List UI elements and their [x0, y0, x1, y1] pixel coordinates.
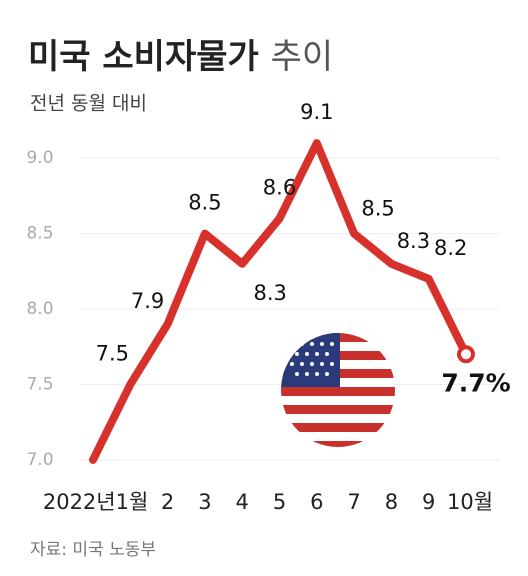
value-label: 7.9: [131, 289, 164, 313]
subtitle: 전년 동월 대비: [30, 93, 147, 115]
x-tick-label: 2: [161, 490, 174, 514]
source: 자료: 미국 노동부: [30, 540, 156, 560]
title-main: 미국 소비자물가: [28, 37, 259, 77]
value-label: 8.5: [361, 197, 394, 221]
y-tick-label: 7.0: [26, 450, 53, 470]
y-tick-label: 9.0: [26, 148, 53, 168]
x-tick-label: 2022년1월: [43, 490, 148, 514]
x-tick-label: 5: [273, 490, 286, 514]
value-label: 8.2: [434, 236, 467, 260]
end-point: [457, 345, 475, 364]
chart-title: 미국 소비자물가 추이: [28, 37, 333, 77]
x-tick-label: 9: [422, 490, 435, 514]
value-label: 7.7%: [441, 368, 510, 397]
value-label: 8.6: [263, 176, 296, 200]
value-label: 8.3: [253, 281, 286, 305]
y-tick-label: 8.0: [26, 299, 53, 319]
title-suffix: 추이: [271, 37, 334, 77]
y-tick-label: 8.5: [26, 224, 53, 244]
value-label: 8.3: [397, 229, 430, 253]
value-label: 9.1: [300, 100, 333, 124]
value-label: 8.5: [188, 191, 221, 215]
x-tick-label: 3: [198, 490, 211, 514]
y-tick-label: 7.5: [26, 374, 53, 394]
value-label: 7.5: [96, 341, 129, 365]
x-tick-label: 8: [385, 490, 398, 514]
x-tick-label: 10월: [447, 490, 493, 514]
us-flag: [281, 333, 395, 447]
line: [89, 139, 470, 464]
x-tick-label: 6: [310, 490, 323, 514]
x-tick-label: 7: [347, 490, 360, 514]
x-tick-label: 4: [236, 490, 249, 514]
